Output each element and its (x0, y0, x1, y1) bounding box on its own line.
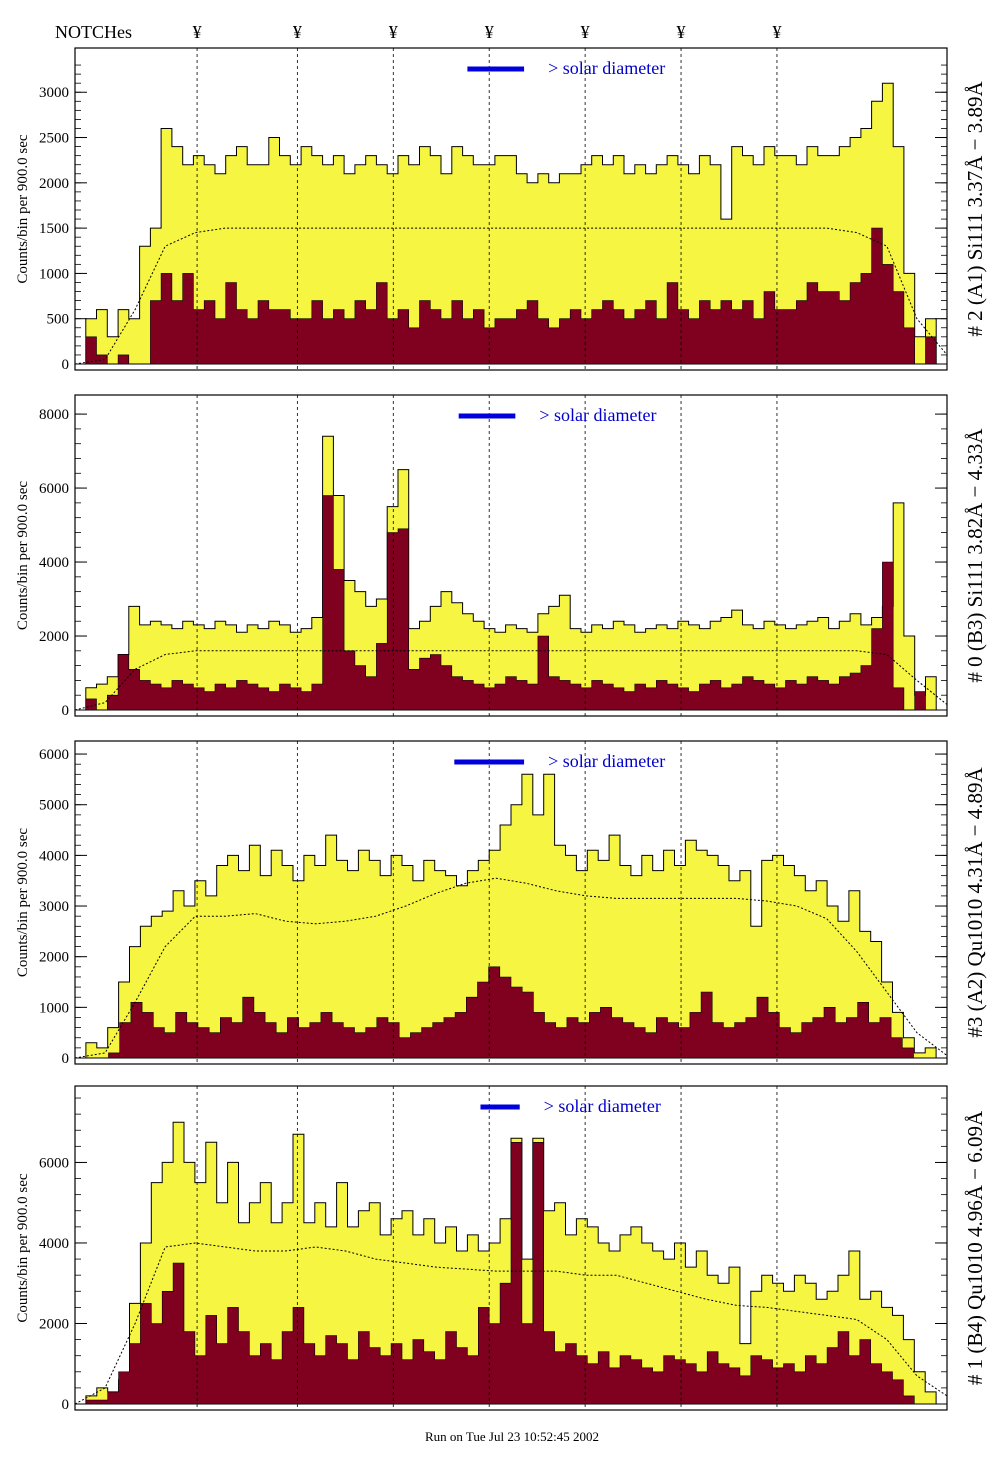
y-tick-label: 2000 (39, 629, 69, 645)
y-tick-label: 0 (62, 1397, 70, 1413)
y-tick-label: 5000 (39, 798, 69, 814)
notch-symbol-3: ¥ (389, 22, 398, 42)
y-tick-label: 8000 (39, 407, 69, 423)
y-tick-label: 4000 (39, 1236, 69, 1252)
panel-channel-label: # 2 (A1) Si111 3.37Å − 3.89Å (963, 81, 987, 337)
y-tick-label: 1500 (39, 221, 69, 237)
series-low-area (75, 966, 947, 1059)
y-tick-label: 2000 (39, 1316, 69, 1332)
panel-3: 0 1000 2000 3000 4000 5000 6000 Counts/bin per … (15, 740, 987, 1067)
notch-symbol-4: ¥ (485, 22, 494, 42)
y-axis-label: Counts/bin per 900.0 sec (15, 134, 31, 283)
notch-symbol-5: ¥ (581, 22, 590, 42)
y-tick-label: 6000 (39, 481, 69, 497)
y-tick-label: 4000 (39, 848, 69, 864)
notch-marks: ¥ ¥ ¥ ¥ ¥ ¥ ¥ (193, 22, 782, 42)
y-tick-label: 2000 (39, 950, 69, 966)
solar-diameter-label: > solar diameter (539, 405, 656, 425)
y-tick-label: 0 (62, 1051, 70, 1067)
panel-4: 0 2000 4000 6000 Counts/bin per 900.0 sec # 1… (15, 1085, 987, 1413)
notch-symbol-7: ¥ (772, 22, 781, 42)
y-tick-label: 1000 (39, 266, 69, 282)
panel-2: 0 2000 4000 6000 8000 Counts/bin per 900.0 se… (15, 394, 987, 719)
panel-frame (74, 394, 948, 717)
y-tick-label: 4000 (39, 555, 69, 571)
y-tick-label: 6000 (39, 747, 69, 763)
series-high-area (75, 435, 947, 711)
trend-line (74, 1242, 948, 1405)
notch-symbol-6: ¥ (677, 22, 686, 42)
solar-diameter-label: > solar diameter (548, 58, 665, 78)
panel-frame (74, 1085, 948, 1411)
y-tick-label: 2500 (39, 131, 69, 147)
panel-channel-label: # 1 (B4) Qu1010 4.96Å − 6.09Å (963, 1110, 987, 1385)
notches-label: NOTCHes (55, 22, 132, 42)
series-low-area (75, 1142, 947, 1405)
series-high-area (75, 773, 947, 1059)
y-axis-label: Counts/bin per 900.0 sec (15, 481, 31, 630)
panel-channel-label: #3 (A2) Qu1010 4.31Å − 4.89Å (963, 767, 987, 1038)
y-tick-label: 1000 (39, 1000, 69, 1016)
y-tick-label: 3000 (39, 85, 69, 101)
series-low-area (75, 227, 947, 365)
panel-1: 0 500 1000 1500 2000 2500 3000 Counts/bin per 9… (15, 47, 987, 373)
series-high-area (75, 82, 947, 365)
notch-symbol-1: ¥ (193, 22, 202, 42)
y-tick-label: 2000 (39, 176, 69, 192)
solar-diameter-label: > solar diameter (544, 1096, 661, 1116)
series-low-area (75, 495, 947, 711)
y-tick-label: 0 (62, 357, 70, 373)
y-tick-label: 6000 (39, 1155, 69, 1171)
y-axis-label: Counts/bin per 900.0 sec (15, 828, 31, 977)
trend-line (74, 227, 948, 365)
notch-symbol-2: ¥ (293, 22, 302, 42)
panel-frame (74, 47, 948, 371)
trend-line (74, 650, 948, 711)
panels: 0 500 1000 1500 2000 2500 3000 Counts/bin per 9… (15, 47, 987, 1413)
y-tick-label: 3000 (39, 899, 69, 915)
panel-channel-label: # 0 (B3) Si111 3.82Å − 4.33Å (963, 428, 987, 683)
y-tick-label: 0 (62, 703, 70, 719)
y-axis-label: Counts/bin per 900.0 sec (15, 1173, 31, 1322)
solar-diameter-label: > solar diameter (548, 751, 665, 771)
panel-frame (74, 740, 948, 1065)
y-tick-label: 500 (47, 312, 70, 328)
run-timestamp: Run on Tue Jul 23 10:52:45 2002 (425, 1429, 599, 1444)
trend-line (74, 877, 948, 1059)
